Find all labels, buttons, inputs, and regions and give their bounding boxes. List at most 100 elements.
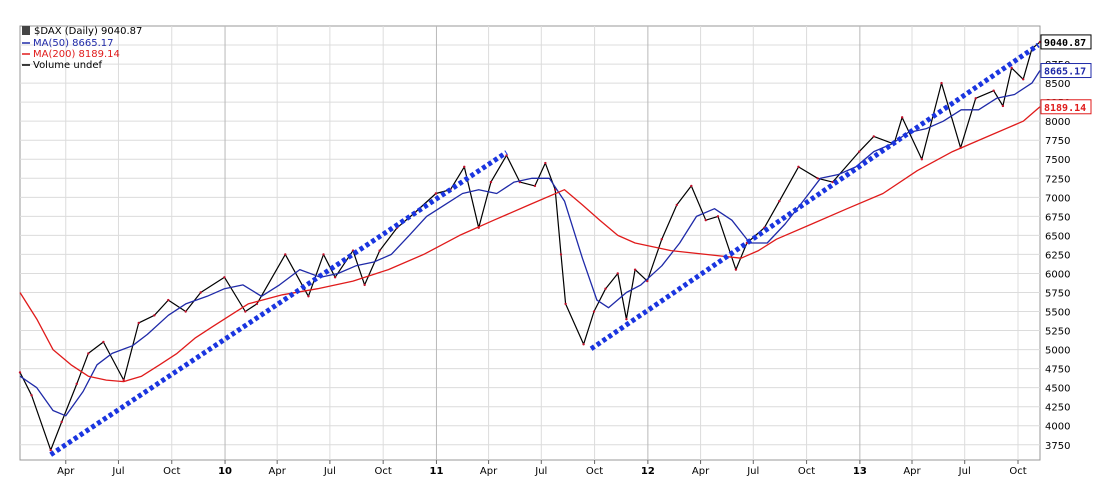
price-point [434,192,438,195]
trendline [589,42,1040,351]
x-tick-label: Apr [480,466,498,477]
last-value-box [1040,34,1092,50]
series-line-ma-200 [19,106,1041,383]
price-point [244,310,247,313]
price-point [60,420,63,424]
price-point [544,161,547,165]
last-value-text: 8189.14 [1044,103,1086,114]
x-tick-label: Jul [111,466,124,477]
price-point [284,253,287,256]
trendline-layer [49,42,1040,457]
x-tick-label: Oct [163,466,180,477]
last-value-box [1040,99,1092,115]
x-tick-label: Oct [798,466,815,477]
series-line-dax [19,41,1041,451]
price-point [75,382,78,386]
y-tick-label: 7750 [1045,136,1070,147]
y-tick-label: 4000 [1045,422,1070,433]
price-point [616,272,619,275]
last-value-box [1040,63,1092,79]
x-tick-label: Oct [375,466,392,477]
price-point [1010,66,1013,70]
price-point [307,295,310,298]
y-tick-label: 7000 [1045,193,1070,204]
price-point [137,321,140,325]
price-point [992,89,995,92]
x-tick-label: Oct [586,466,603,477]
x-tick-label: 12 [641,466,655,477]
price-point [778,199,781,203]
price-point [592,310,596,313]
x-tick-label: Apr [269,466,287,477]
y-axis: 3750 4000 4250 4500 4750 5000 5250 5500 5750 6000… [1045,41,1070,452]
price-point [660,237,663,241]
last-value-text: 8665.17 [1044,67,1086,78]
price-point [49,448,52,452]
price-point [122,378,125,382]
price-point [153,314,156,317]
price-point [167,298,170,302]
price-header: $DAX (Daily) 9040.87 [34,26,142,37]
chart-logo-icon [22,26,30,35]
y-tick-label: 4750 [1045,365,1070,376]
x-tick-label: Jul [534,466,547,477]
last-value-label: 8189.14 [1040,99,1092,115]
y-tick-label: 8500 [1045,79,1070,90]
price-point [30,394,33,397]
series-layer [18,40,1042,452]
x-tick-label: Apr [692,466,710,477]
last-value-labels: 9040.87 8665.17 8189.14 [1040,34,1092,115]
x-tick-label: 11 [429,466,443,477]
price-point [633,268,637,271]
price-point [604,287,607,290]
price-point [223,276,226,279]
price-point [625,317,628,321]
price-point [872,135,875,138]
x-axis: Apr Jul Oct 10 Apr Jul Oct 11 Apr Jul Oct 12 Apr Jul O… [57,460,1027,477]
price-point [102,340,105,344]
legend-entry: Volume undef [33,60,103,71]
x-tick-label: Jul [958,466,971,477]
x-tick-label: Apr [903,466,921,477]
price-point [1001,104,1005,108]
price-point [559,253,563,256]
price-point [184,310,187,313]
series-line-ma-50 [19,70,1041,417]
x-tick-label: Jul [746,466,759,477]
price-point [18,371,22,374]
price-point [463,165,466,169]
price-point [582,343,585,346]
last-value-label: 9040.87 [1040,34,1092,50]
price-point [716,215,720,218]
y-tick-label: 5750 [1045,288,1070,299]
price-point [675,203,679,207]
last-value-label: 8665.17 [1040,63,1092,79]
x-tick-label: Apr [57,466,75,477]
price-point [900,116,904,119]
trendline [49,150,508,457]
y-tick-label: 5250 [1045,327,1070,338]
legend-entry: MA(50) 8665.17 [33,38,114,49]
y-tick-label: 7250 [1045,174,1070,185]
price-point [378,249,381,252]
x-tick-label: 13 [853,466,867,477]
price-point [734,268,738,271]
y-tick-label: 4500 [1045,384,1070,395]
price-point [920,158,924,161]
price-point [363,283,366,287]
y-tick-label: 6500 [1045,231,1070,242]
price-point [690,184,693,188]
y-tick-label: 7500 [1045,155,1070,166]
price-point [974,97,977,100]
last-value-text: 9040.87 [1044,38,1086,49]
price-point [797,165,800,169]
y-tick-label: 3750 [1045,441,1070,452]
y-tick-label: 6000 [1045,269,1070,280]
plot-frame [19,25,1041,461]
price-point [564,302,567,306]
y-tick-label: 6250 [1045,250,1070,261]
price-point [533,184,537,188]
y-tick-label: 5000 [1045,346,1070,357]
x-tick-label: Oct [1009,466,1026,477]
